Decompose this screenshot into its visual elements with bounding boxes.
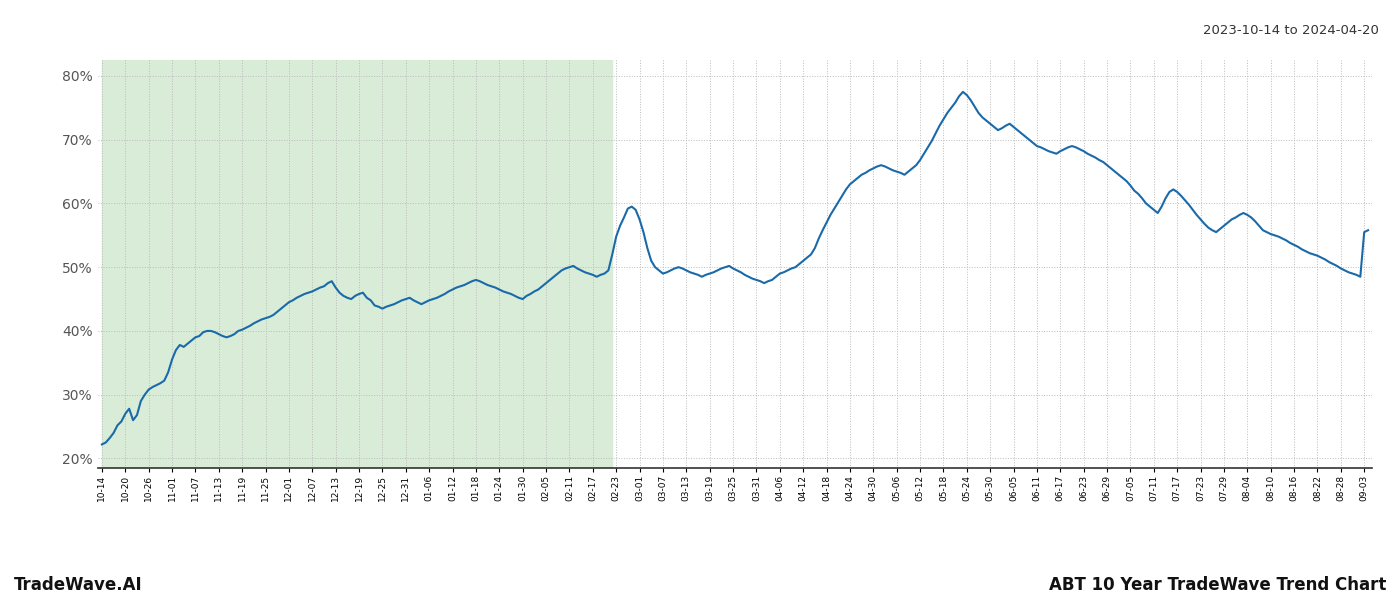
Text: 2023-10-14 to 2024-04-20: 2023-10-14 to 2024-04-20	[1203, 24, 1379, 37]
Bar	[102, 60, 612, 468]
Text: ABT 10 Year TradeWave Trend Chart: ABT 10 Year TradeWave Trend Chart	[1049, 576, 1386, 594]
Text: TradeWave.AI: TradeWave.AI	[14, 576, 143, 594]
